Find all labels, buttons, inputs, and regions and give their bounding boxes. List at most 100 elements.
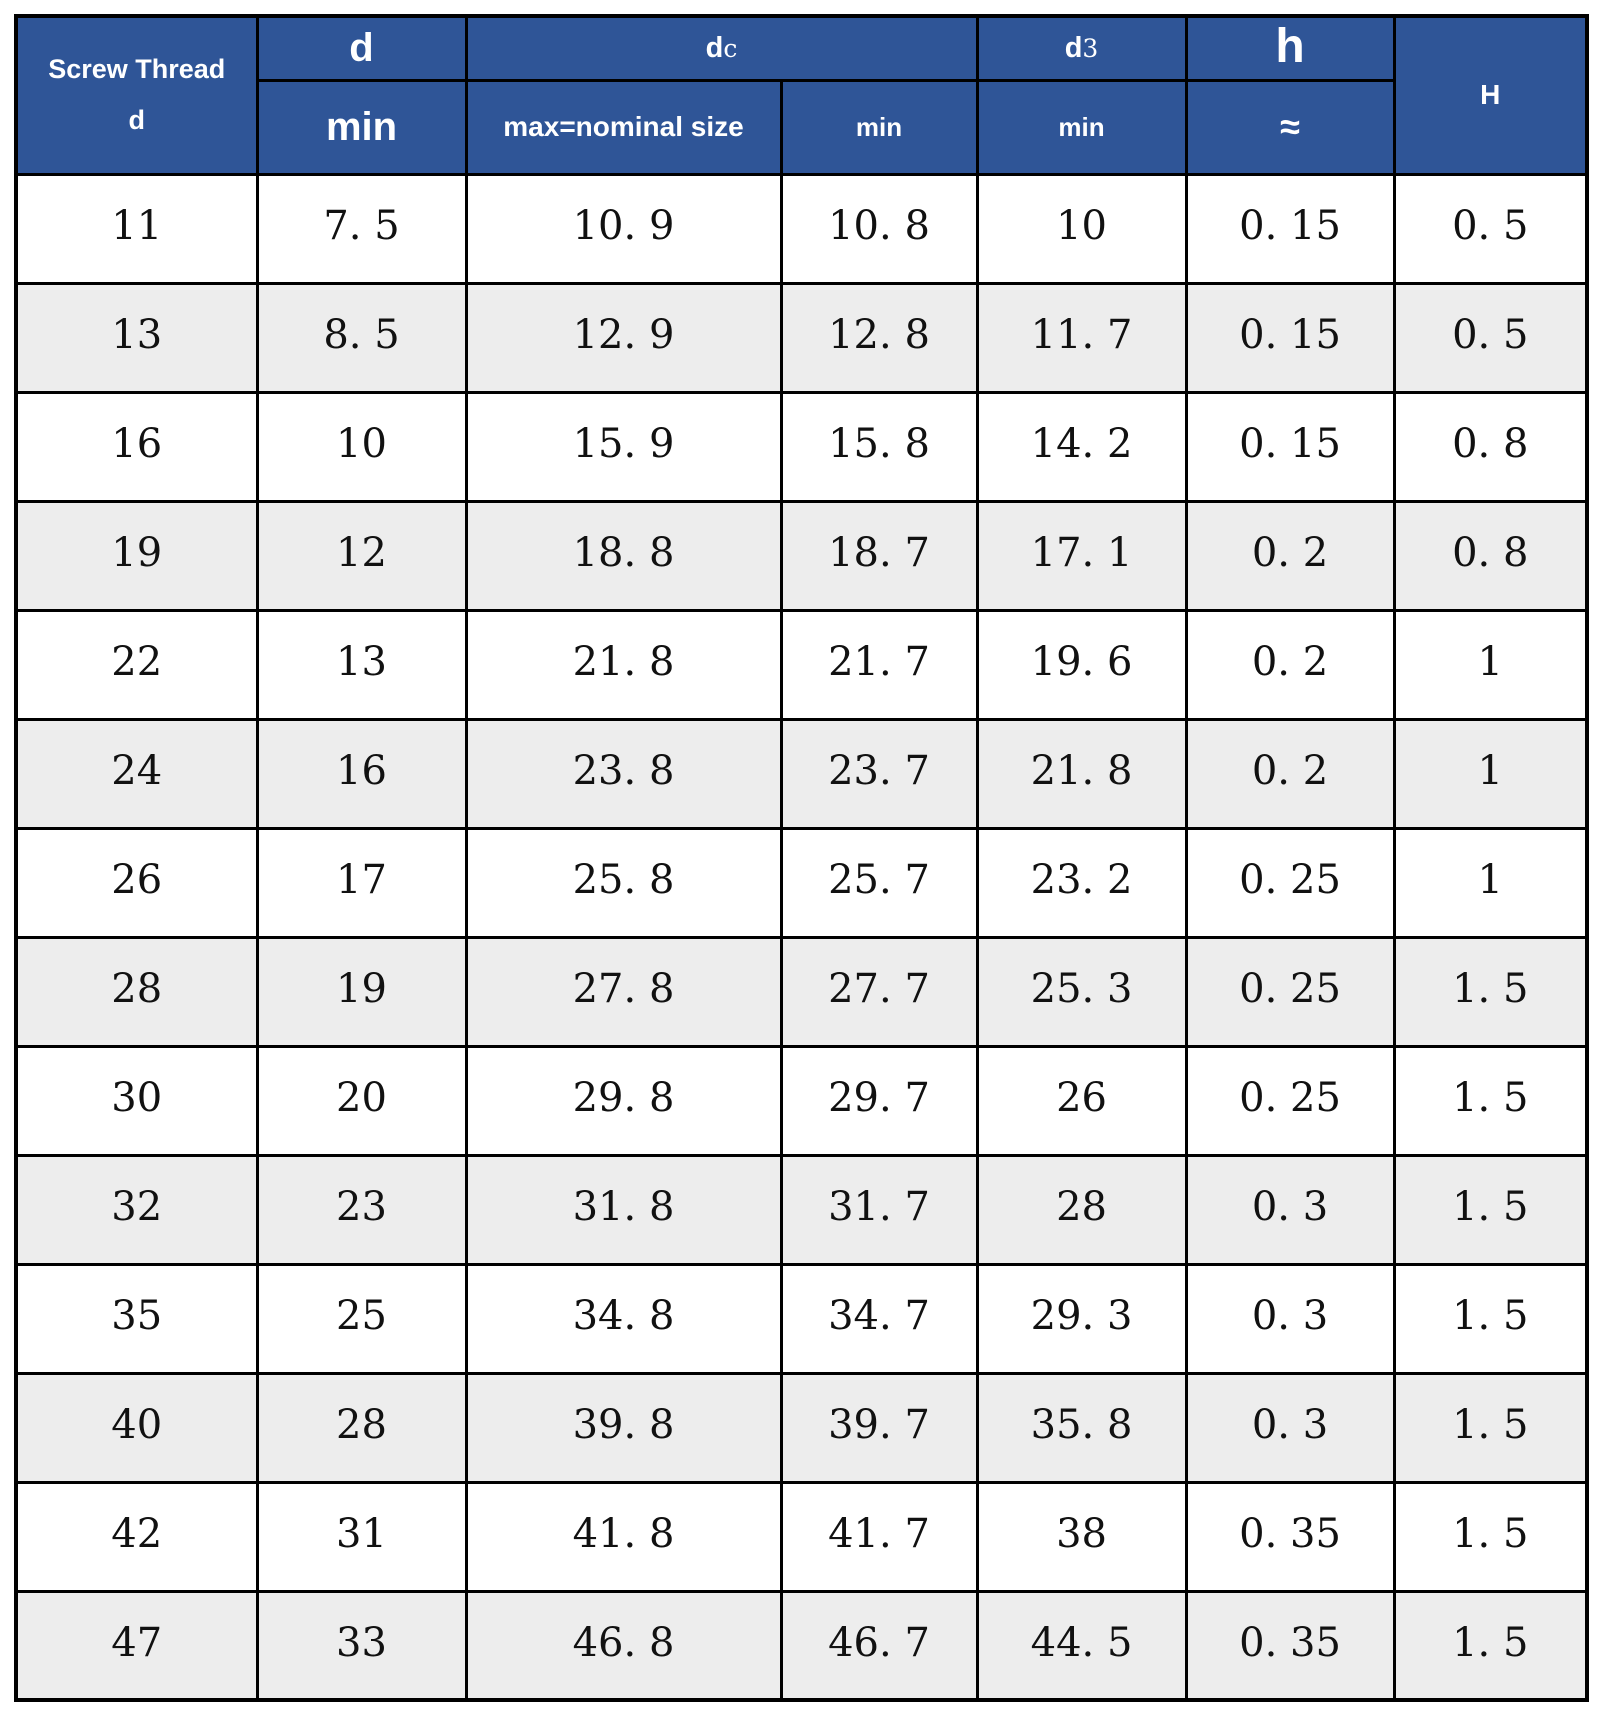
cell-H: 1. 5	[1392, 1262, 1589, 1375]
cell-H: 0. 8	[1392, 390, 1589, 503]
header-d3: d3	[975, 14, 1188, 82]
cell-d3-min: 35. 8	[975, 1371, 1188, 1484]
cell-H: 1. 5	[1392, 1480, 1589, 1593]
cell-d3-min: 10	[975, 172, 1188, 285]
cell-h-approx: 0. 15	[1184, 390, 1396, 503]
cell-d-min: 23	[255, 1153, 468, 1266]
cell-H: 1. 5	[1392, 1153, 1589, 1266]
cell-d3-min: 19. 6	[975, 608, 1188, 721]
table-header: Screw Thread d d dc d3 h H min max=nomin…	[14, 14, 1589, 176]
cell-dc-min: 27. 7	[779, 935, 979, 1048]
header-h: h	[1184, 14, 1396, 82]
cell-h-approx: 0. 35	[1184, 1480, 1396, 1593]
cell-dc-max-nominal-size: 21. 8	[464, 608, 783, 721]
cell-dc-min: 18. 7	[779, 499, 979, 612]
cell-screw-thread-d: 24	[14, 717, 259, 830]
cell-dc-max-nominal-size: 18. 8	[464, 499, 783, 612]
table-row-42: 42 31 41. 8 41. 7 38 0. 35 1. 5	[14, 1480, 1589, 1593]
cell-d3-min: 28	[975, 1153, 1188, 1266]
cell-d3-min: 26	[975, 1044, 1188, 1157]
cell-h-approx: 0. 35	[1184, 1589, 1396, 1702]
cell-d-min: 7. 5	[255, 172, 468, 285]
table-row-11: 11 7. 5 10. 9 10. 8 10 0. 15 0. 5	[14, 172, 1589, 285]
cell-dc-min: 46. 7	[779, 1589, 979, 1702]
cell-h-approx: 0. 25	[1184, 826, 1396, 939]
header-dc: dc	[464, 14, 979, 82]
cell-h-approx: 0. 25	[1184, 1044, 1396, 1157]
cell-d-min: 16	[255, 717, 468, 830]
cell-dc-min: 10. 8	[779, 172, 979, 285]
cell-screw-thread-d: 47	[14, 1589, 259, 1702]
table-body: 11 7. 5 10. 9 10. 8 10 0. 15 0. 5 13 8. 5 12. 9 12…	[14, 172, 1589, 1702]
cell-H: 0. 5	[1392, 281, 1589, 394]
header-dc-subletter: c	[723, 33, 738, 63]
cell-dc-max-nominal-size: 46. 8	[464, 1589, 783, 1702]
cell-d-min: 28	[255, 1371, 468, 1484]
cell-dc-min: 29. 7	[779, 1044, 979, 1157]
header-dc-max-nominal-size: max=nominal size	[464, 78, 783, 176]
cell-dc-max-nominal-size: 15. 9	[464, 390, 783, 503]
cell-dc-min: 15. 8	[779, 390, 979, 503]
header-dc-main: d	[705, 31, 724, 64]
cell-h-approx: 0. 3	[1184, 1153, 1396, 1266]
cell-d-min: 17	[255, 826, 468, 939]
cell-dc-min: 34. 7	[779, 1262, 979, 1375]
cell-d-min: 13	[255, 608, 468, 721]
header-d3-min: min	[975, 78, 1188, 176]
cell-d3-min: 23. 2	[975, 826, 1188, 939]
cell-d-min: 10	[255, 390, 468, 503]
cell-d3-min: 38	[975, 1480, 1188, 1593]
cell-d3-min: 21. 8	[975, 717, 1188, 830]
cell-d-min: 20	[255, 1044, 468, 1157]
cell-d-min: 19	[255, 935, 468, 1048]
cell-dc-min: 39. 7	[779, 1371, 979, 1484]
table-row-16: 16 10 15. 9 15. 8 14. 2 0. 15 0. 8	[14, 390, 1589, 503]
cell-H: 1. 5	[1392, 1589, 1589, 1702]
cell-dc-max-nominal-size: 10. 9	[464, 172, 783, 285]
header-d3-main: d	[1064, 31, 1083, 64]
cell-dc-max-nominal-size: 41. 8	[464, 1480, 783, 1593]
header-screw-thread-d: Screw Thread d	[14, 14, 259, 176]
header-h-approx: ≈	[1184, 78, 1396, 176]
header-d: d	[255, 14, 468, 82]
header-screw-thread-line2: d	[128, 105, 146, 136]
cell-h-approx: 0. 3	[1184, 1371, 1396, 1484]
cell-H: 1. 5	[1392, 935, 1589, 1048]
cell-d3-min: 44. 5	[975, 1589, 1188, 1702]
cell-H: 1	[1392, 826, 1589, 939]
header-screw-thread-line1: Screw Thread	[48, 53, 226, 84]
cell-d-min: 33	[255, 1589, 468, 1702]
cell-screw-thread-d: 35	[14, 1262, 259, 1375]
cell-h-approx: 0. 3	[1184, 1262, 1396, 1375]
cell-h-approx: 0. 2	[1184, 717, 1396, 830]
cell-d-min: 12	[255, 499, 468, 612]
cell-screw-thread-d: 11	[14, 172, 259, 285]
cell-dc-max-nominal-size: 31. 8	[464, 1153, 783, 1266]
table-row-40: 40 28 39. 8 39. 7 35. 8 0. 3 1. 5	[14, 1371, 1589, 1484]
table-row-13: 13 8. 5 12. 9 12. 8 11. 7 0. 15 0. 5	[14, 281, 1589, 394]
cell-d-min: 31	[255, 1480, 468, 1593]
cell-h-approx: 0. 2	[1184, 608, 1396, 721]
cell-d3-min: 14. 2	[975, 390, 1188, 503]
cell-h-approx: 0. 15	[1184, 281, 1396, 394]
cell-h-approx: 0. 15	[1184, 172, 1396, 285]
table-row-32: 32 23 31. 8 31. 7 28 0. 3 1. 5	[14, 1153, 1589, 1266]
table-row-47: 47 33 46. 8 46. 7 44. 5 0. 35 1. 5	[14, 1589, 1589, 1702]
cell-dc-max-nominal-size: 23. 8	[464, 717, 783, 830]
cell-dc-min: 41. 7	[779, 1480, 979, 1593]
table-row-26: 26 17 25. 8 25. 7 23. 2 0. 25 1	[14, 826, 1589, 939]
cell-dc-min: 23. 7	[779, 717, 979, 830]
header-H: H	[1392, 14, 1589, 176]
table-row-35: 35 25 34. 8 34. 7 29. 3 0. 3 1. 5	[14, 1262, 1589, 1375]
header-d3-subletter: 3	[1082, 33, 1099, 63]
cell-h-approx: 0. 2	[1184, 499, 1396, 612]
cell-screw-thread-d: 32	[14, 1153, 259, 1266]
cell-dc-max-nominal-size: 39. 8	[464, 1371, 783, 1484]
cell-dc-min: 31. 7	[779, 1153, 979, 1266]
cell-H: 1	[1392, 608, 1589, 721]
cell-dc-min: 21. 7	[779, 608, 979, 721]
table-row-19: 19 12 18. 8 18. 7 17. 1 0. 2 0. 8	[14, 499, 1589, 612]
cell-d3-min: 25. 3	[975, 935, 1188, 1048]
